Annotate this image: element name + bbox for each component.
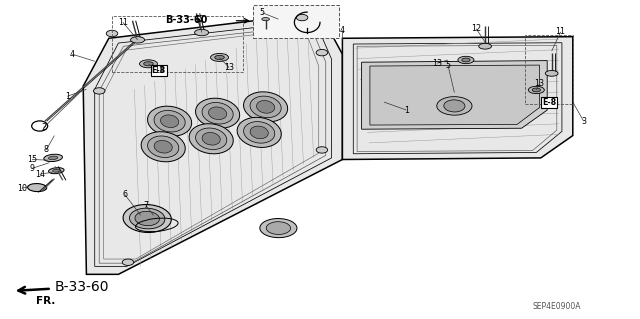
Polygon shape <box>362 61 547 129</box>
Ellipse shape <box>316 147 328 153</box>
Ellipse shape <box>260 219 297 238</box>
Polygon shape <box>342 37 573 160</box>
Text: 10: 10 <box>17 184 27 193</box>
Text: 7: 7 <box>143 201 148 210</box>
Text: 6: 6 <box>122 190 127 199</box>
Text: SEP4E0900A: SEP4E0900A <box>532 302 581 311</box>
Bar <box>112 16 243 72</box>
Ellipse shape <box>250 126 268 139</box>
Ellipse shape <box>444 100 465 112</box>
Ellipse shape <box>131 37 145 43</box>
Text: 4: 4 <box>70 50 75 59</box>
Ellipse shape <box>250 96 281 118</box>
Text: 14: 14 <box>35 170 45 179</box>
Ellipse shape <box>148 106 191 136</box>
Ellipse shape <box>202 132 220 145</box>
Ellipse shape <box>458 56 474 63</box>
Text: 13: 13 <box>154 66 164 75</box>
Ellipse shape <box>266 222 291 234</box>
Ellipse shape <box>215 56 225 60</box>
Ellipse shape <box>129 208 165 229</box>
Text: 13: 13 <box>432 59 442 68</box>
Ellipse shape <box>122 259 134 265</box>
Ellipse shape <box>528 86 544 94</box>
Text: 13: 13 <box>224 63 234 72</box>
Text: 1: 1 <box>65 92 70 101</box>
Ellipse shape <box>93 88 105 94</box>
Ellipse shape <box>28 183 47 192</box>
Ellipse shape <box>189 124 233 154</box>
Ellipse shape <box>196 98 239 128</box>
Ellipse shape <box>141 132 185 162</box>
Polygon shape <box>95 21 332 266</box>
Ellipse shape <box>196 128 227 150</box>
Text: 3: 3 <box>581 117 586 126</box>
Ellipse shape <box>44 154 63 162</box>
Text: 11: 11 <box>556 27 566 36</box>
Ellipse shape <box>257 100 275 113</box>
Text: B-33-60: B-33-60 <box>19 280 109 294</box>
Ellipse shape <box>154 140 172 153</box>
Text: 12: 12 <box>195 15 205 24</box>
Ellipse shape <box>144 62 154 66</box>
Text: 5: 5 <box>445 61 451 70</box>
Ellipse shape <box>106 30 118 37</box>
Text: 11: 11 <box>118 18 128 27</box>
Ellipse shape <box>123 204 172 233</box>
Ellipse shape <box>161 115 179 128</box>
Text: E-8: E-8 <box>152 66 166 75</box>
Ellipse shape <box>140 60 157 68</box>
Ellipse shape <box>154 110 185 132</box>
Text: 8: 8 <box>44 145 49 154</box>
Bar <box>253 5 339 38</box>
Text: 9: 9 <box>29 164 35 173</box>
Bar <box>525 35 573 104</box>
Ellipse shape <box>244 122 275 143</box>
Ellipse shape <box>532 88 540 92</box>
Ellipse shape <box>296 14 308 21</box>
Polygon shape <box>353 43 562 154</box>
Ellipse shape <box>49 168 64 174</box>
Ellipse shape <box>237 117 281 147</box>
Text: 4: 4 <box>340 26 345 35</box>
Text: B-33-60: B-33-60 <box>166 15 208 25</box>
Ellipse shape <box>436 97 472 115</box>
Text: 2: 2 <box>41 123 46 132</box>
Ellipse shape <box>195 29 209 36</box>
Text: 12: 12 <box>471 24 481 33</box>
Text: 15: 15 <box>27 155 37 164</box>
Ellipse shape <box>52 169 60 172</box>
Ellipse shape <box>49 156 58 160</box>
Text: 5: 5 <box>260 8 265 17</box>
Ellipse shape <box>135 211 159 226</box>
Polygon shape <box>370 65 540 125</box>
Polygon shape <box>83 13 342 274</box>
Text: 13: 13 <box>534 79 545 88</box>
Ellipse shape <box>244 92 287 122</box>
Ellipse shape <box>262 18 269 21</box>
Ellipse shape <box>211 54 228 62</box>
Text: 1: 1 <box>404 106 409 115</box>
Ellipse shape <box>209 107 227 120</box>
Ellipse shape <box>316 49 328 56</box>
Text: FR.: FR. <box>36 296 56 306</box>
Ellipse shape <box>148 136 179 158</box>
Text: E-8: E-8 <box>542 98 556 107</box>
Ellipse shape <box>202 102 233 124</box>
Ellipse shape <box>461 58 470 62</box>
Ellipse shape <box>545 70 558 76</box>
Ellipse shape <box>479 43 492 49</box>
